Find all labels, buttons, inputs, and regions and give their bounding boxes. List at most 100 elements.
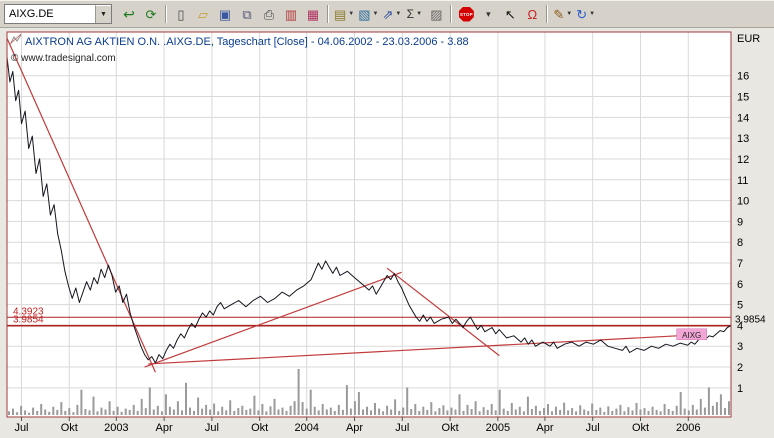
indicator-icon: ⇗ xyxy=(382,6,394,22)
y-axis-tick-label: 4 xyxy=(737,320,743,332)
trendline[interactable] xyxy=(144,271,402,368)
chart-panel: AIXTRON AG AKTIEN O.N. .AIXG.DE, Tagesch… xyxy=(0,28,774,438)
chart-icon: ▥ xyxy=(284,6,298,22)
chart-wizard-button[interactable]: ▧ ▼ xyxy=(356,3,380,25)
x-axis-tick-label: Okt xyxy=(251,422,268,434)
pointer-button[interactable]: ↖ xyxy=(499,3,521,25)
chevron-down-icon[interactable]: ▼ xyxy=(395,11,402,17)
indicator-button[interactable]: ⇗ ▼ xyxy=(381,3,404,25)
gridlines xyxy=(7,32,731,417)
x-axis-tick-label: Okt xyxy=(61,422,78,434)
series-tag: AIXG xyxy=(682,331,701,340)
trend-icon-line xyxy=(9,33,22,45)
chevron-down-icon[interactable]: ▼ xyxy=(416,11,423,17)
last-price-label: 3.9854 xyxy=(735,315,766,326)
trendline[interactable] xyxy=(148,334,697,365)
toolbar-buttons: ↩ ⟳ ▯ ▱ ▣ ⧉ ⎙ ▥ ▦ ▤ ▼ ▧ ▼ ⇗ ▼ Σ ▼ ▨ STOP ▾ ↖ Ω ✎ ▼ ↻ ▼ xyxy=(118,3,597,25)
annotation-button[interactable]: ✎ ▼ xyxy=(551,3,574,25)
properties-icon: ▨ xyxy=(430,6,443,22)
reload-icon: ↻ xyxy=(576,6,588,22)
refresh-page-button[interactable]: ⟳ xyxy=(140,3,162,25)
open-button[interactable]: ▱ xyxy=(192,3,214,25)
pencil-icon: ✎ xyxy=(553,6,565,22)
y-axis-tick-label: 16 xyxy=(737,71,749,83)
more-tools-button[interactable]: ▾ xyxy=(477,3,499,25)
x-axis-tick-label: Jul xyxy=(205,422,219,434)
symbol-value[interactable]: AIXG.DE xyxy=(9,8,54,20)
x-axis-tick-label: Jul xyxy=(14,422,28,434)
copyright-label: © www.tradesignal.com xyxy=(11,53,116,64)
back-arrow-icon: ↩ xyxy=(123,6,135,22)
y-axis-tick-label: 14 xyxy=(737,112,749,124)
x-axis-tick-label: 2005 xyxy=(486,422,510,434)
new-document-icon: ▯ xyxy=(177,6,185,22)
toolbar-separator xyxy=(546,5,549,23)
chart-title: AIXTRON AG AKTIEN O.N. .AIXG.DE, Tagesch… xyxy=(25,36,469,48)
trendline[interactable] xyxy=(386,267,500,357)
new-document-button[interactable]: ▯ xyxy=(170,3,192,25)
x-axis-tick-label: Okt xyxy=(442,422,459,434)
currency-label: EUR xyxy=(737,33,760,45)
watchlist-button[interactable]: ▦ xyxy=(302,3,324,25)
y-axis-tick-label: 3 xyxy=(737,341,743,353)
refresh-page-icon: ⟳ xyxy=(145,6,157,22)
x-axis-tick-label: Apr xyxy=(346,422,363,434)
chevron-down-icon[interactable]: ▼ xyxy=(372,11,379,17)
x-axis-tick-label: Jul xyxy=(395,422,409,434)
y-axis-tick-label: 9 xyxy=(737,216,743,228)
back-button[interactable]: ↩ xyxy=(118,3,140,25)
y-axis-tick-label: 5 xyxy=(737,300,743,312)
stop-icon: STOP xyxy=(458,6,474,22)
cursor-arrow-icon: ↖ xyxy=(504,6,516,22)
toolbar-separator xyxy=(450,5,453,23)
copy-button[interactable]: ⧉ xyxy=(236,3,258,25)
x-axis-tick-label: Okt xyxy=(632,422,649,434)
omega-button[interactable]: Ω xyxy=(521,3,543,25)
x-axis-tick-label: 2003 xyxy=(104,422,128,434)
toolbar-separator xyxy=(165,5,167,23)
properties-button[interactable]: ▨ xyxy=(425,3,447,25)
toolbar-separator xyxy=(327,5,329,23)
grid-red-icon: ▦ xyxy=(306,6,320,22)
strategy-button[interactable]: Σ ▼ xyxy=(403,3,425,25)
series-tag-bg[interactable] xyxy=(676,328,707,341)
combo-dropdown-icon[interactable]: ▼ xyxy=(95,5,111,23)
stop-button[interactable]: STOP xyxy=(455,3,477,25)
chevron-down-icon[interactable]: ▼ xyxy=(566,11,573,17)
x-axis-tick-label: Apr xyxy=(156,422,173,434)
chevron-down-icon[interactable]: ▼ xyxy=(589,11,596,17)
printer-icon: ⎙ xyxy=(263,6,275,22)
symbol-combobox[interactable]: AIXG.DE ▼ xyxy=(4,4,112,24)
x-axis-tick-label: 2004 xyxy=(294,422,318,434)
x-axis-tick-label: 2006 xyxy=(676,422,700,434)
x-axis-tick-label: Apr xyxy=(536,422,553,434)
y-axis-tick-label: 13 xyxy=(737,133,749,145)
y-axis-tick-label: 2 xyxy=(737,362,743,374)
price-chart[interactable]: AIXTRON AG AKTIEN O.N. .AIXG.DE, Tagesch… xyxy=(0,28,774,438)
open-folder-icon: ▱ xyxy=(198,6,208,22)
save-button[interactable]: ▣ xyxy=(214,3,236,25)
y-axis-tick-label: 12 xyxy=(737,154,749,166)
template-icon: ▤ xyxy=(334,6,347,22)
omega-icon: Ω xyxy=(527,6,538,22)
x-axis-tick-label: Jul xyxy=(586,422,600,434)
copy-icon: ⧉ xyxy=(242,6,252,22)
y-axis-tick-label: 8 xyxy=(737,237,743,249)
sigma-icon: Σ xyxy=(406,7,415,21)
price-level-label: 4.3923 xyxy=(13,306,44,317)
main-toolbar: AIXG.DE ▼ ↩ ⟳ ▯ ▱ ▣ ⧉ ⎙ ▥ ▦ ▤ ▼ ▧ ▼ ⇗ ▼ Σ ▼ ▨ STOP ▾ ↖ Ω ✎ ▼ ↻ ▼ xyxy=(0,0,774,28)
template-button[interactable]: ▤ ▼ xyxy=(332,3,356,25)
chart-button[interactable]: ▥ xyxy=(280,3,302,25)
print-button[interactable]: ⎙ xyxy=(258,3,280,25)
chevron-down-icon[interactable]: ▼ xyxy=(348,11,355,17)
plot-background xyxy=(7,32,731,417)
y-axis-tick-label: 15 xyxy=(737,92,749,104)
reload-button[interactable]: ↻ ▼ xyxy=(574,3,597,25)
plot-frame xyxy=(6,31,732,418)
chevron-down-icon: ▾ xyxy=(486,8,491,19)
volume-bars xyxy=(8,369,730,415)
price-line[interactable] xyxy=(6,56,732,364)
save-icon: ▣ xyxy=(218,6,232,22)
y-axis-tick-label: 7 xyxy=(737,258,743,270)
y-axis-tick-label: 6 xyxy=(737,279,743,291)
